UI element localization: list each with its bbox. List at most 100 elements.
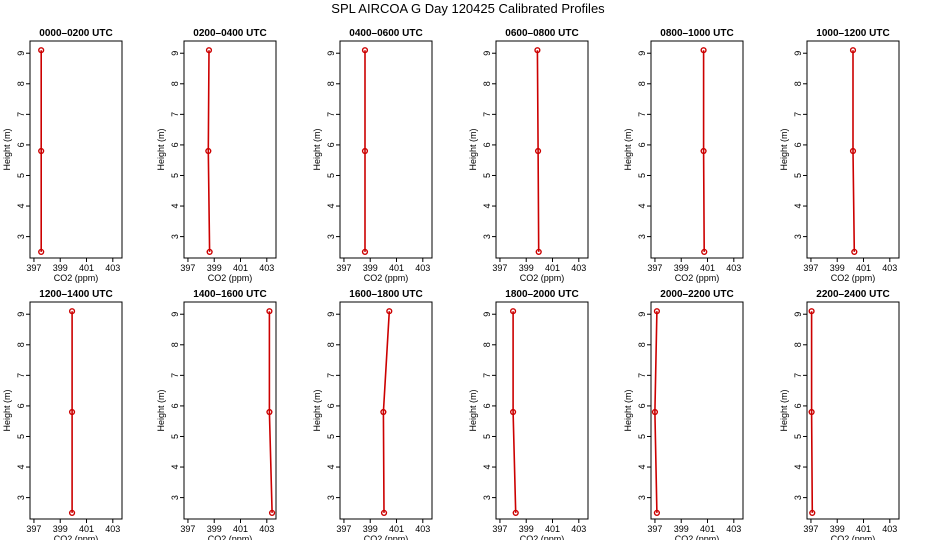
profile-line [810,311,814,513]
y-tick-label: 7 [793,373,803,378]
profile-panel: 0800–1000 UTC 397 399 401 403 3 4 5 6 7 8 9 CO2 (ppm… [623,28,744,283]
y-tick-label: 3 [170,495,180,500]
x-tick-label: 401 [545,524,560,534]
y-tick-label: 9 [170,312,180,317]
y-tick-label: 9 [793,312,803,317]
profile-line [382,311,391,513]
profile-point [651,408,659,416]
panel-title: 1800–2000 UTC [505,289,578,300]
x-tick-label: 397 [803,524,818,534]
y-tick-label: 7 [482,373,492,378]
profile-point [701,248,708,255]
y-tick-label: 3 [16,234,26,239]
x-tick-label: 399 [207,524,222,534]
panel-title: 1400–1600 UTC [193,289,266,300]
y-tick-label: 6 [793,403,803,408]
x-axis-label: CO2 (ppm) [675,534,720,540]
x-tick-label: 399 [53,524,68,534]
profile-point [68,509,76,516]
x-tick-label: 403 [105,263,120,273]
y-tick-label: 6 [326,142,336,147]
y-tick-label: 6 [793,142,803,147]
x-tick-label: 403 [415,263,430,273]
x-tick-label: 401 [79,263,94,273]
profile-line [852,50,856,252]
profile-point [849,147,857,155]
y-tick-label: 5 [326,173,336,178]
x-tick-label: 399 [363,263,378,273]
profile-panel: 2000–2200 UTC 397 399 401 403 3 4 5 6 7 8 9 CO2 (ppm… [623,289,744,540]
x-axis-label: CO2 (ppm) [520,273,565,283]
plot-frame [183,40,277,259]
y-tick-label: 8 [170,81,180,86]
profile-point [849,47,857,54]
x-tick-label: 401 [700,524,715,534]
y-tick-label: 6 [170,142,180,147]
profile-point [653,308,661,315]
profile-panel: 1000–1200 UTC 397 399 401 403 3 4 5 6 7 8 9 CO2 (ppm… [779,28,900,283]
profile-point [535,248,542,255]
profile-panel: 0400–0600 UTC 397 399 401 403 3 4 5 6 7 8 9 CO2 (ppm… [312,28,433,283]
x-tick-label: 399 [674,263,689,273]
x-axis-label: CO2 (ppm) [364,534,409,540]
y-tick-label: 9 [482,312,492,317]
plot-frame [806,40,900,259]
y-tick-label: 4 [170,204,180,209]
y-tick-label: 8 [482,81,492,86]
y-tick-label: 4 [482,204,492,209]
x-axis-label: CO2 (ppm) [675,273,720,283]
profile-point [361,47,369,54]
profile-point [68,308,76,315]
panel-title: 1600–1800 UTC [349,289,422,300]
y-tick-label: 4 [16,465,26,470]
y-tick-label: 5 [170,434,180,439]
profile-point [653,509,661,516]
y-tick-label: 7 [637,373,647,378]
y-axis-label: Height (m) [2,128,12,170]
panel-title: 2000–2200 UTC [660,289,733,300]
y-tick-label: 6 [16,403,26,408]
y-tick-label: 4 [170,465,180,470]
y-tick-label: 7 [170,112,180,117]
y-tick-label: 5 [326,434,336,439]
y-tick-label: 5 [16,173,26,178]
x-axis-label: CO2 (ppm) [208,534,253,540]
y-tick-label: 4 [793,465,803,470]
y-axis-label: Height (m) [468,128,478,170]
y-tick-label: 3 [793,234,803,239]
profile-panel: 0600–0800 UTC 397 399 401 403 3 4 5 6 7 8 9 CO2 (ppm… [468,28,589,283]
x-tick-label: 397 [336,263,351,273]
y-tick-label: 6 [637,403,647,408]
y-tick-label: 6 [482,403,492,408]
plot-frame [495,40,589,259]
profile-point [361,147,369,155]
y-tick-label: 7 [482,112,492,117]
x-axis-label: CO2 (ppm) [208,273,253,283]
plot-frame [339,40,433,259]
plot-frame [650,301,744,520]
profile-point [68,408,76,416]
profile-panel: 1200–1400 UTC 397 399 401 403 3 4 5 6 7 8 9 CO2 (ppm… [2,289,123,540]
x-tick-label: 397 [180,524,195,534]
profile-panel: 1400–1600 UTC 397 399 401 403 3 4 5 6 7 8 9 CO2 (ppm… [156,289,277,540]
x-tick-label: 399 [207,263,222,273]
y-tick-label: 8 [637,342,647,347]
x-tick-label: 403 [882,524,897,534]
x-tick-label: 397 [336,524,351,534]
y-tick-label: 6 [326,403,336,408]
y-axis-label: Height (m) [623,389,633,431]
y-tick-label: 3 [637,495,647,500]
y-tick-label: 9 [16,51,26,56]
y-tick-label: 8 [326,81,336,86]
y-tick-label: 6 [16,142,26,147]
x-tick-label: 397 [647,263,662,273]
plot-frame [339,301,433,520]
profile-panel: 2200–2400 UTC 397 399 401 403 3 4 5 6 7 8 9 CO2 (ppm… [779,289,900,540]
profile-point [808,308,815,315]
y-tick-label: 5 [793,434,803,439]
x-tick-label: 401 [545,263,560,273]
y-tick-label: 9 [793,51,803,56]
profile-line [654,311,658,513]
y-tick-label: 9 [326,51,336,56]
profile-panel: 0200–0400 UTC 397 399 401 403 3 4 5 6 7 8 9 CO2 (ppm… [156,28,277,283]
